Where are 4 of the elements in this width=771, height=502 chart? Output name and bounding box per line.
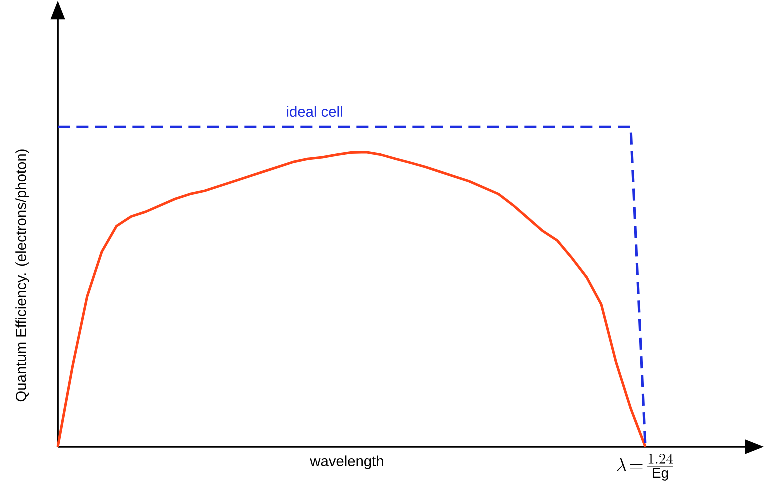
x-axis-title: wavelength	[310, 456, 384, 470]
series-label: ideal cell	[287, 106, 342, 118]
y-axis-title: Quantum Efficiency. (electrons/photon)	[16, 150, 30, 402]
text: $\lambda\!=\!\frac{1.24}{\mathrm{Eg}}$	[617, 454, 674, 481]
